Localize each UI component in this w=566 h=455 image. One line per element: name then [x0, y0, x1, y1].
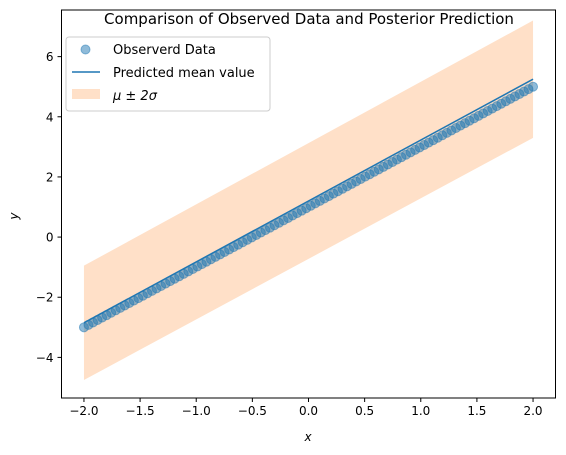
- y-tick-label: −4: [36, 351, 54, 365]
- y-tick-label: 0: [46, 231, 54, 245]
- x-tick-label: 0.0: [299, 404, 318, 418]
- legend-box: [65, 36, 271, 112]
- x-tick-label: 0.5: [355, 404, 374, 418]
- x-tick-label: 1.5: [467, 404, 486, 418]
- x-tick-label: −2.0: [69, 404, 98, 418]
- scatter-point: [528, 81, 539, 92]
- scatter-layer: [78, 81, 539, 333]
- legend-label-predicted: Predicted mean value: [113, 66, 255, 81]
- legend-scatter-marker: [80, 44, 91, 55]
- x-tick-label: −0.5: [238, 404, 267, 418]
- legend-label-observed: Observerd Data: [113, 43, 216, 58]
- y-axis-label: y: [7, 212, 21, 221]
- x-tick-label: 2.0: [523, 404, 542, 418]
- legend-label-band: μ ± 2σ: [112, 89, 158, 104]
- x-axis-label: x: [303, 430, 312, 444]
- x-tick-label: 1.0: [411, 404, 430, 418]
- y-tick-label: 6: [46, 50, 54, 64]
- y-tick-label: −2: [36, 291, 54, 305]
- x-tick-label: −1.5: [126, 404, 155, 418]
- y-axis-ticks: −4 −2 0 2 4 6: [36, 50, 62, 365]
- y-tick-label: 2: [46, 170, 54, 184]
- x-axis-ticks: −2.0 −1.5 −1.0 −0.5 0.0 0.5 1.0 1.5 2.0: [69, 398, 543, 418]
- legend-band-marker: [72, 89, 100, 99]
- y-tick-label: 4: [46, 110, 54, 124]
- x-tick-label: −1.0: [182, 404, 211, 418]
- chart-title: Comparison of Observed Data and Posterio…: [104, 10, 514, 28]
- legend: Observerd Data Predicted mean value μ ± …: [65, 36, 271, 112]
